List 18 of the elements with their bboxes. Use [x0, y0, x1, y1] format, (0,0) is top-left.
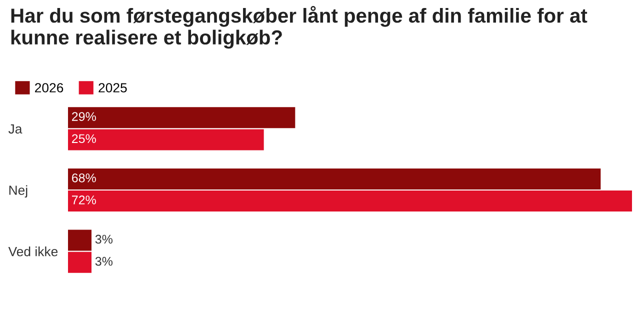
bar [68, 230, 92, 251]
data-label: 29% [72, 112, 96, 121]
bar [68, 190, 632, 212]
data-label: 3% [95, 234, 113, 244]
data-label: 72% [72, 196, 96, 204]
data-label: 68% [72, 173, 96, 182]
bar [68, 168, 601, 190]
data-label: 25% [72, 134, 96, 144]
bar [68, 252, 92, 273]
legend-label: 2025 [98, 83, 127, 92]
data-label: 3% [95, 256, 113, 266]
bar [68, 107, 296, 128]
chart-title: Har du som førstegangskøber lånt penge af din familie for at kunne realisere et boligkøb? [11, 6, 588, 49]
y-tick-label: Ved ikke [8, 246, 58, 256]
legend-label: 2026 [35, 83, 64, 92]
y-tick-label: Nej [9, 185, 28, 198]
y-tick-label: Ja [8, 124, 22, 134]
bar [68, 129, 264, 150]
